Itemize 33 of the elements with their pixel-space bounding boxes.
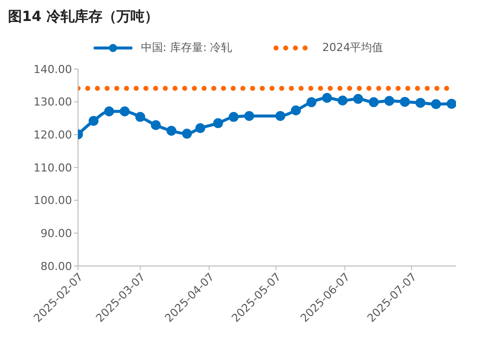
point [150, 120, 161, 130]
point [88, 116, 99, 126]
point [120, 106, 130, 116]
point [244, 110, 254, 121]
point [446, 98, 456, 109]
point [104, 106, 114, 116]
y-tick-label: 100.00 [34, 194, 72, 208]
chart-title: 图14 冷轧库存（万吨） [8, 8, 160, 27]
legend-label: 2024平均值 [322, 40, 384, 55]
point [400, 96, 410, 107]
point [135, 112, 146, 122]
point [166, 126, 176, 136]
point [368, 97, 379, 108]
y-tick-label: 120.00 [34, 128, 72, 142]
point [322, 92, 332, 103]
y-tick-label: 110.00 [34, 161, 72, 174]
point [275, 110, 286, 121]
y-tick-label: 80.00 [40, 260, 72, 273]
point [384, 96, 394, 106]
y-tick-label: 90.00 [40, 227, 72, 240]
legend-label: 中国: 库存量: 冷轧 [140, 40, 232, 55]
point [182, 128, 192, 139]
point [415, 98, 426, 108]
y-tick-label: 140.00 [34, 62, 72, 76]
point [290, 105, 301, 116]
y-tick-label: 130.00 [34, 96, 72, 109]
point [228, 112, 239, 122]
point [213, 118, 224, 128]
point [353, 94, 364, 104]
point [195, 123, 206, 134]
point [430, 99, 441, 110]
point [338, 96, 348, 106]
point [306, 97, 316, 108]
